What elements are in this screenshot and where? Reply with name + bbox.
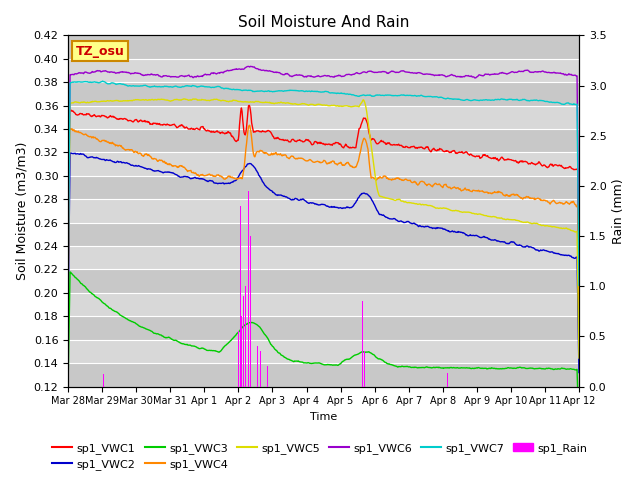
Legend: sp1_VWC1, sp1_VWC2, sp1_VWC3, sp1_VWC4, sp1_VWC5, sp1_VWC6, sp1_VWC7, sp1_Rain: sp1_VWC1, sp1_VWC2, sp1_VWC3, sp1_VWC4, … — [48, 438, 592, 474]
Y-axis label: Rain (mm): Rain (mm) — [612, 178, 625, 244]
Bar — [68, 106, 579, 129]
Bar — [68, 246, 579, 269]
Bar — [68, 36, 579, 59]
Text: TZ_osu: TZ_osu — [76, 45, 125, 58]
Bar — [68, 269, 579, 293]
Bar — [241, 316, 243, 386]
Bar — [447, 373, 448, 386]
Bar — [68, 293, 579, 316]
Bar — [238, 331, 239, 386]
Bar — [267, 366, 268, 386]
Bar — [240, 206, 241, 386]
Bar — [248, 191, 249, 386]
Bar — [68, 316, 579, 340]
Bar — [243, 296, 244, 386]
Bar — [260, 351, 261, 386]
Y-axis label: Soil Moisture (m3/m3): Soil Moisture (m3/m3) — [15, 142, 28, 280]
Bar — [68, 223, 579, 246]
Bar — [68, 199, 579, 223]
Bar — [68, 363, 579, 386]
Bar — [68, 59, 579, 82]
X-axis label: Time: Time — [310, 412, 337, 422]
Bar — [68, 129, 579, 152]
Bar — [68, 340, 579, 363]
Title: Soil Moisture And Rain: Soil Moisture And Rain — [238, 15, 409, 30]
Bar — [68, 82, 579, 106]
Bar — [246, 321, 248, 386]
Bar — [362, 301, 363, 386]
Bar — [68, 152, 579, 176]
Bar — [250, 236, 251, 386]
Bar — [245, 286, 246, 386]
Bar — [68, 176, 579, 199]
Bar — [364, 351, 365, 386]
